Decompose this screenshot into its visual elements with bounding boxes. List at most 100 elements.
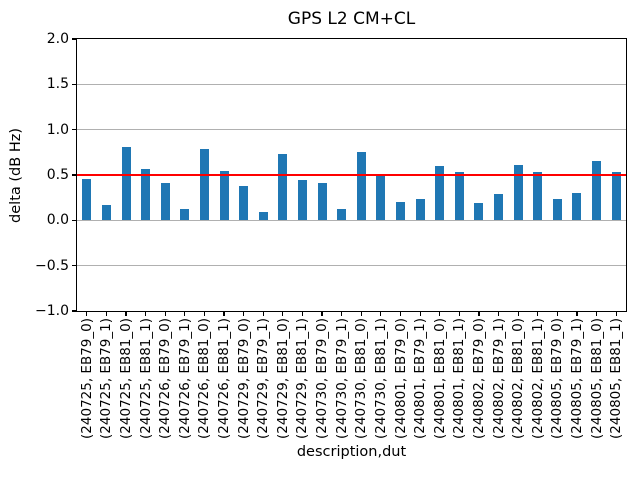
bar [82,178,92,221]
bar [435,165,445,221]
x-tick-mark [537,312,539,316]
x-tick-label: (240801, EB79_0) [392,318,409,439]
x-tick-label: (240725, EB81_0) [118,318,135,439]
x-tick-mark [497,312,500,316]
y-tick-mark [72,83,76,85]
x-tick-label: (240802, EB81_1) [529,318,546,439]
y-tick-mark [72,174,76,176]
x-tick-label: (240726, EB81_0) [196,318,213,439]
y-tick-mark [72,38,76,40]
bar [317,183,327,221]
bar [199,148,209,221]
x-tick-label: (240726, EB81_1) [216,318,233,439]
bar [533,172,543,221]
x-tick-mark [517,312,519,316]
bar [219,171,229,221]
x-tick-mark [360,312,362,316]
gridline [77,219,626,221]
bar [474,203,484,221]
gridline [77,83,626,85]
gridline [77,265,626,267]
y-tick-label: −1.0 [35,303,69,319]
x-tick-label: (240729, EB81_1) [294,318,311,439]
x-tick-mark [125,312,127,316]
bar [494,194,504,221]
x-tick-mark [203,312,206,316]
x-tick-label: (240729, EB79_0) [235,318,252,439]
x-tick-mark [556,312,558,316]
bar [337,208,347,221]
x-tick-mark [301,312,304,316]
x-tick-label: (240730, EB79_1) [333,318,350,439]
x-tick-label: (240802, EB81_0) [510,318,527,439]
bar [297,179,307,221]
x-tick-label: (240802, EB79_1) [490,318,507,439]
x-tick-mark [321,312,323,316]
x-tick-mark [439,312,441,316]
y-tick-label: 0.5 [46,167,69,183]
x-tick-label: (240730, EB79_0) [314,318,331,439]
x-tick-mark [478,312,480,316]
x-tick-mark [243,312,245,316]
x-tick-mark [145,312,147,316]
bar [552,198,562,221]
bar [611,172,621,221]
x-tick-label: (240805, EB81_1) [608,318,625,439]
x-tick-label: (240805, EB79_0) [549,318,566,439]
y-axis-label-text: delta (dB Hz) [8,127,24,223]
bar [454,172,464,221]
x-tick-label: (240802, EB79_0) [470,318,487,439]
x-tick-mark [595,312,598,316]
bar [415,198,425,221]
y-tick-mark [72,129,76,131]
x-tick-mark [282,312,284,316]
x-tick-label: (240730, EB81_1) [372,318,389,439]
x-tick-mark [458,312,460,316]
bar [396,202,406,221]
y-tick-mark [72,265,76,267]
bar [572,193,582,221]
x-tick-mark [615,312,617,316]
bar [513,165,523,221]
x-tick-label: (240726, EB79_0) [157,318,174,439]
bar [101,204,111,221]
x-tick-mark [399,312,402,316]
y-tick-mark [72,310,76,312]
x-tick-label: (240725, EB79_0) [78,318,95,439]
y-tick-label: 1.0 [46,121,69,138]
x-axis-label: description,dut [296,444,407,460]
bar [356,152,366,221]
x-tick-label: (240805, EB79_1) [568,318,585,439]
chart-title: GPS L2 CM+CL [287,9,416,29]
x-tick-label: (240730, EB81_0) [353,318,370,439]
x-tick-label: (240726, EB79_1) [176,318,193,439]
x-tick-mark [576,312,578,316]
threshold-line [77,173,626,177]
bar [258,212,268,221]
x-tick-mark [380,312,382,316]
bar [278,154,288,221]
x-tick-mark [419,312,421,316]
bar [239,185,249,221]
x-tick-label: (240729, EB79_1) [255,318,272,439]
plot-area [76,38,627,312]
y-tick-label: −0.5 [35,257,69,274]
bar [180,208,190,221]
x-tick-label: (240801, EB81_1) [451,318,468,439]
bar [121,146,131,221]
x-tick-mark [341,312,343,316]
bar [592,161,602,221]
gridline [77,129,626,131]
x-tick-mark [164,312,166,316]
x-tick-label: (240729, EB81_0) [274,318,291,439]
y-tick-mark [72,219,76,221]
x-tick-label: (240725, EB79_1) [98,318,115,439]
x-tick-mark [105,312,107,316]
x-tick-mark [223,312,225,316]
x-tick-label: (240725, EB81_1) [137,318,154,439]
x-tick-label: (240805, EB81_0) [588,318,605,439]
y-tick-label: 2.0 [46,31,69,47]
x-tick-label: (240801, EB79_1) [412,318,429,439]
bar [376,174,386,221]
